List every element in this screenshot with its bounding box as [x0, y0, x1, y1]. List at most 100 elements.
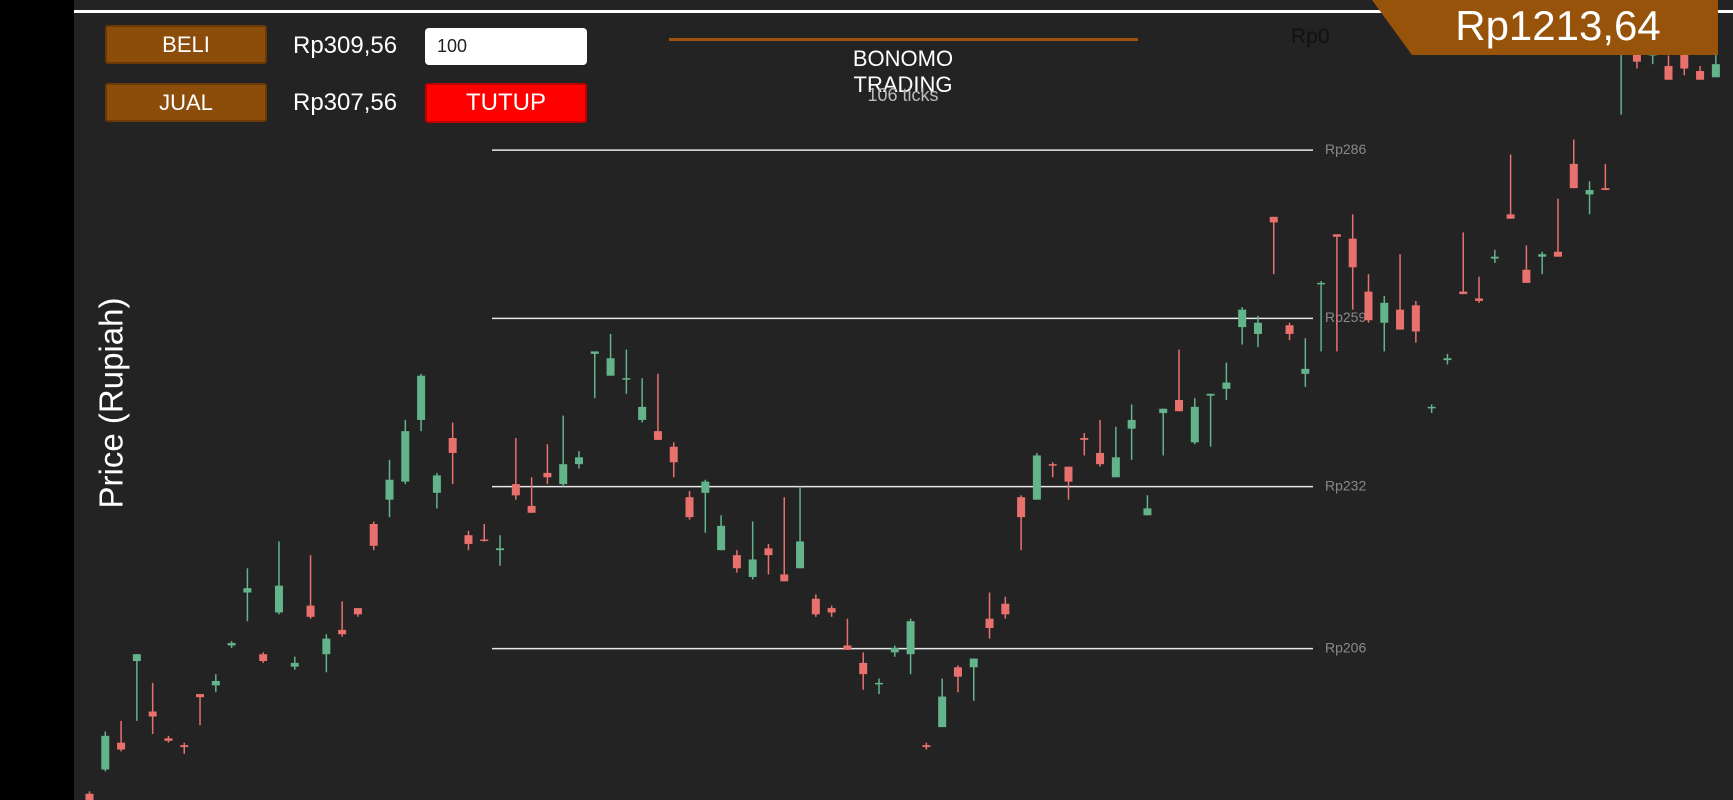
candle-body: [132, 654, 141, 662]
candle-body: [417, 375, 426, 420]
candle-body: [496, 548, 505, 551]
candle-body: [1159, 408, 1168, 414]
candle-body: [875, 682, 883, 685]
candle-body: [1553, 251, 1562, 257]
candle-body: [1601, 188, 1610, 191]
candle-body: [385, 479, 394, 500]
candle-body: [1459, 291, 1468, 295]
candle-body: [1080, 438, 1089, 440]
candle-body: [227, 642, 236, 646]
candle-body: [1064, 466, 1073, 482]
candle-body: [1411, 305, 1420, 332]
candle-body: [1127, 419, 1136, 429]
candle-body: [574, 457, 583, 465]
candle-body: [559, 464, 568, 485]
candle-body: [1475, 298, 1484, 301]
candle-body: [196, 694, 205, 698]
candle-body: [322, 638, 331, 655]
candle-body: [432, 475, 441, 493]
top-bar: [74, 10, 1733, 13]
candle-body: [843, 645, 852, 650]
candle-body: [638, 406, 647, 420]
candle-body: [622, 378, 631, 380]
candle-body: [1522, 269, 1531, 283]
candle-body: [1017, 497, 1026, 518]
candle-body: [164, 738, 173, 741]
candle-body: [211, 680, 220, 686]
candle-body: [1585, 190, 1594, 195]
buy-button[interactable]: BELI: [105, 25, 267, 64]
candle-body: [890, 647, 899, 653]
candle-body: [290, 662, 299, 667]
candle-body: [101, 735, 110, 770]
candle-body: [780, 574, 789, 582]
candle-body: [338, 629, 347, 635]
candle-body: [1427, 406, 1436, 409]
candle-body: [543, 472, 552, 478]
candle-body: [1317, 282, 1326, 285]
candle-body: [480, 539, 489, 542]
candle-body: [1032, 455, 1041, 500]
candle-body: [606, 358, 615, 376]
sell-button[interactable]: JUAL: [105, 83, 267, 122]
candle-body: [464, 535, 473, 544]
candle-body: [306, 605, 315, 617]
candle-body: [764, 548, 773, 556]
y-tick-label: Rp232: [1325, 477, 1366, 493]
candle-body: [717, 525, 726, 551]
candle-body: [1253, 322, 1262, 334]
sell-price: Rp307,56: [293, 89, 398, 116]
candle-body: [669, 446, 678, 463]
candle-body: [1569, 163, 1578, 189]
y-tick-label: Rp206: [1325, 639, 1366, 655]
close-button[interactable]: TUTUP: [425, 83, 587, 123]
candle-body: [1538, 254, 1547, 257]
candle-body: [1648, 44, 1657, 56]
candle-body: [1111, 457, 1120, 478]
candle-body: [969, 658, 978, 668]
candle-body: [938, 696, 947, 728]
candle-body: [827, 608, 836, 613]
candle-body: [1143, 508, 1152, 516]
candle-body: [1001, 603, 1010, 615]
candle-body: [1380, 302, 1389, 323]
candle-body: [1285, 325, 1294, 334]
candle-body: [701, 481, 710, 493]
candle-body: [685, 497, 694, 518]
candle-body: [922, 745, 931, 748]
candle-body: [148, 711, 157, 717]
candle-body: [274, 585, 283, 613]
candle-body: [1443, 358, 1452, 361]
candle-body: [1269, 216, 1278, 223]
candle-body: [1617, 44, 1626, 49]
candle-body: [401, 431, 410, 482]
candle-body: [590, 351, 599, 354]
candle-body: [1238, 309, 1247, 328]
candle-body: [1206, 393, 1215, 396]
candle-body: [748, 559, 757, 577]
candle-body: [1190, 406, 1199, 443]
game-screen: Price (Rupiah) Rp286 Rp259 Rp232 Rp206 BELI…: [74, 0, 1733, 800]
candle-body: [1301, 368, 1310, 374]
candle-body: [1506, 214, 1515, 219]
candle-body: [117, 742, 126, 750]
candle-body: [1711, 64, 1720, 78]
candle-body: [811, 598, 820, 615]
candle-body: [353, 608, 362, 615]
quantity-input[interactable]: 100: [425, 28, 587, 65]
candle-body: [259, 654, 268, 662]
balance: Rp0: [1291, 25, 1330, 48]
candle-body: [369, 523, 378, 546]
candle-body: [1680, 44, 1689, 69]
candle-body: [1664, 66, 1673, 80]
candle-body: [1332, 234, 1341, 237]
candle-body: [796, 541, 805, 569]
candle-body: [985, 618, 994, 629]
tick-count: 106 ticks: [867, 85, 939, 105]
y-tick-label: Rp259: [1325, 309, 1366, 325]
game-title: BONOMO TRADING: [852, 46, 954, 97]
candle-body: [1696, 71, 1705, 80]
y-axis-label: Price (Rupiah): [93, 298, 130, 509]
chart: Price (Rupiah) Rp286 Rp259 Rp232 Rp206: [85, 44, 1720, 800]
candle-body: [906, 621, 915, 655]
